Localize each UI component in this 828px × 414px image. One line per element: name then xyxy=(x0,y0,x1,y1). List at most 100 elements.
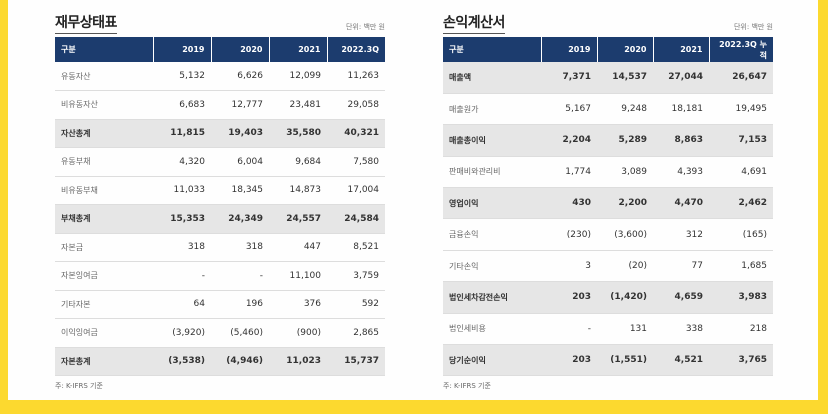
cell-value: 447 xyxy=(269,233,327,262)
cell-value: 11,263 xyxy=(327,62,385,91)
row-label: 매출액 xyxy=(443,62,541,94)
table-row: 법인세비용 -131 338 218 xyxy=(443,313,773,346)
cell-value: 376 xyxy=(269,290,327,319)
cell-value: 318 xyxy=(211,233,269,262)
cell-value: 9,684 xyxy=(269,147,327,177)
cell-value: 5,132 xyxy=(153,62,211,91)
cell-value: 5,289 xyxy=(597,124,653,157)
cell-value: 27,044 xyxy=(653,62,709,94)
income-table: 구분 2019 2020 2021 2022.3Q 누적 매출액 7,371 14,537 27… xyxy=(443,37,773,377)
table-row: 유동부채 4,320 6,004 9,684 7,580 xyxy=(55,147,385,177)
cell-value: 131 xyxy=(597,313,653,346)
column-header: 2019 xyxy=(153,37,212,62)
cell-value: 11,023 xyxy=(269,347,327,376)
cell-value: - xyxy=(153,261,211,291)
total-row: 매출총이익 2,204 5,289 8,863 7,153 xyxy=(443,124,773,157)
cell-value: 4,659 xyxy=(653,281,709,314)
cell-value: 8,521 xyxy=(327,233,385,262)
header-row: 구분 2019 2020 2021 2022.3Q xyxy=(55,37,385,62)
cell-value: 196 xyxy=(211,290,269,319)
total-row: 자산총계 11,815 19,403 35,580 40,321 xyxy=(55,119,385,148)
column-header: 구분 xyxy=(55,37,154,62)
table-row: 이익잉여금 (3,920) (5,460) (900) 2,865 xyxy=(55,318,385,348)
cell-value: - xyxy=(541,313,597,346)
cell-value: 312 xyxy=(653,218,709,251)
cell-value: 4,691 xyxy=(709,156,773,189)
cell-value: 11,100 xyxy=(269,261,327,291)
table-row: 자본잉여금 - -11,100 3,759 xyxy=(55,261,385,291)
cell-value: 11,033 xyxy=(153,176,211,205)
column-header: 2022.3Q xyxy=(327,37,385,62)
cell-value: 19,495 xyxy=(709,93,773,126)
footnote: 주: K-IFRS 기준 xyxy=(55,382,103,390)
cell-value: 6,004 xyxy=(211,147,269,177)
canvas: 재무상태표 단위: 백만 원 구분 2019 2020 2021 2022.3Q 유동자산… xyxy=(8,0,818,400)
cell-value: (230) xyxy=(541,218,597,251)
row-label: 이익잉여금 xyxy=(55,318,153,348)
table-row: 자본금 318 318 447 8,521 xyxy=(55,233,385,262)
cell-value: 2,200 xyxy=(597,187,653,220)
cell-value: 7,580 xyxy=(327,147,385,177)
table-row: 판매비와관리비 1,774 3,089 4,393 4,691 xyxy=(443,156,773,189)
cell-value: 6,683 xyxy=(153,90,211,120)
cell-value: (165) xyxy=(709,218,773,251)
cell-value: 3,765 xyxy=(709,344,773,377)
cell-value: 6,626 xyxy=(211,62,269,91)
cell-value: 17,004 xyxy=(327,176,385,205)
cell-value: 4,393 xyxy=(653,156,709,189)
row-label: 매출총이익 xyxy=(443,124,541,157)
cell-value: (3,920) xyxy=(153,318,211,348)
cell-value: 592 xyxy=(327,290,385,319)
total-row: 자본총계 (3,538) (4,946) 11,023 15,737 xyxy=(55,347,385,376)
cell-value: 8,863 xyxy=(653,124,709,157)
row-label: 자본총계 xyxy=(55,347,153,376)
row-label: 자본잉여금 xyxy=(55,261,153,291)
total-row: 매출액 7,371 14,537 27,044 26,647 xyxy=(443,62,773,94)
cell-value: 430 xyxy=(541,187,597,220)
cell-value: 318 xyxy=(153,233,211,262)
cell-value: 64 xyxy=(153,290,211,319)
row-label: 부채총계 xyxy=(55,204,153,234)
cell-value: 26,647 xyxy=(709,62,773,94)
cell-value: 19,403 xyxy=(211,119,269,148)
cell-value: 18,181 xyxy=(653,93,709,126)
total-row: 법인세차감전손익 203 (1,420) 4,659 3,983 xyxy=(443,281,773,314)
cell-value: 7,153 xyxy=(709,124,773,157)
row-label: 판매비와관리비 xyxy=(443,156,541,189)
cell-value: (20) xyxy=(597,250,653,283)
row-label: 당기순이익 xyxy=(443,344,541,377)
cell-value: 11,815 xyxy=(153,119,211,148)
cell-value: 4,521 xyxy=(653,344,709,377)
row-label: 유동부채 xyxy=(55,147,153,177)
cell-value: 3,983 xyxy=(709,281,773,314)
table-title: 재무상태표 xyxy=(55,12,117,34)
cell-value: 3,089 xyxy=(597,156,653,189)
cell-value: 2,462 xyxy=(709,187,773,220)
cell-value: 23,481 xyxy=(269,90,327,120)
cell-value: (3,538) xyxy=(153,347,211,376)
cell-value: 2,865 xyxy=(327,318,385,348)
total-row: 부채총계 15,353 24,349 24,557 24,584 xyxy=(55,204,385,234)
cell-value: 9,248 xyxy=(597,93,653,126)
row-label: 매출원가 xyxy=(443,93,541,126)
cell-value: (4,946) xyxy=(211,347,269,376)
table-row: 비유동부채 11,033 18,345 14,873 17,004 xyxy=(55,176,385,205)
cell-value: 7,371 xyxy=(541,62,597,94)
cell-value: 15,353 xyxy=(153,204,211,234)
row-label: 비유동부채 xyxy=(55,176,153,205)
cell-value: (5,460) xyxy=(211,318,269,348)
cell-value: 24,349 xyxy=(211,204,269,234)
cell-value: 1,774 xyxy=(541,156,597,189)
row-label: 자산총계 xyxy=(55,119,153,148)
cell-value: 24,584 xyxy=(327,204,385,234)
row-label: 법인세비용 xyxy=(443,313,541,346)
table-row: 기타손익 3 (20) 77 1,685 xyxy=(443,250,773,283)
table-row: 매출원가 5,167 9,248 18,181 19,495 xyxy=(443,93,773,126)
column-header: 구분 xyxy=(443,37,542,62)
cell-value: 338 xyxy=(653,313,709,346)
table-row: 기타자본 64 196 376 592 xyxy=(55,290,385,319)
cell-value: 1,685 xyxy=(709,250,773,283)
table-row: 유동자산 5,132 6,626 12,099 11,263 xyxy=(55,62,385,91)
row-label: 유동자산 xyxy=(55,62,153,91)
